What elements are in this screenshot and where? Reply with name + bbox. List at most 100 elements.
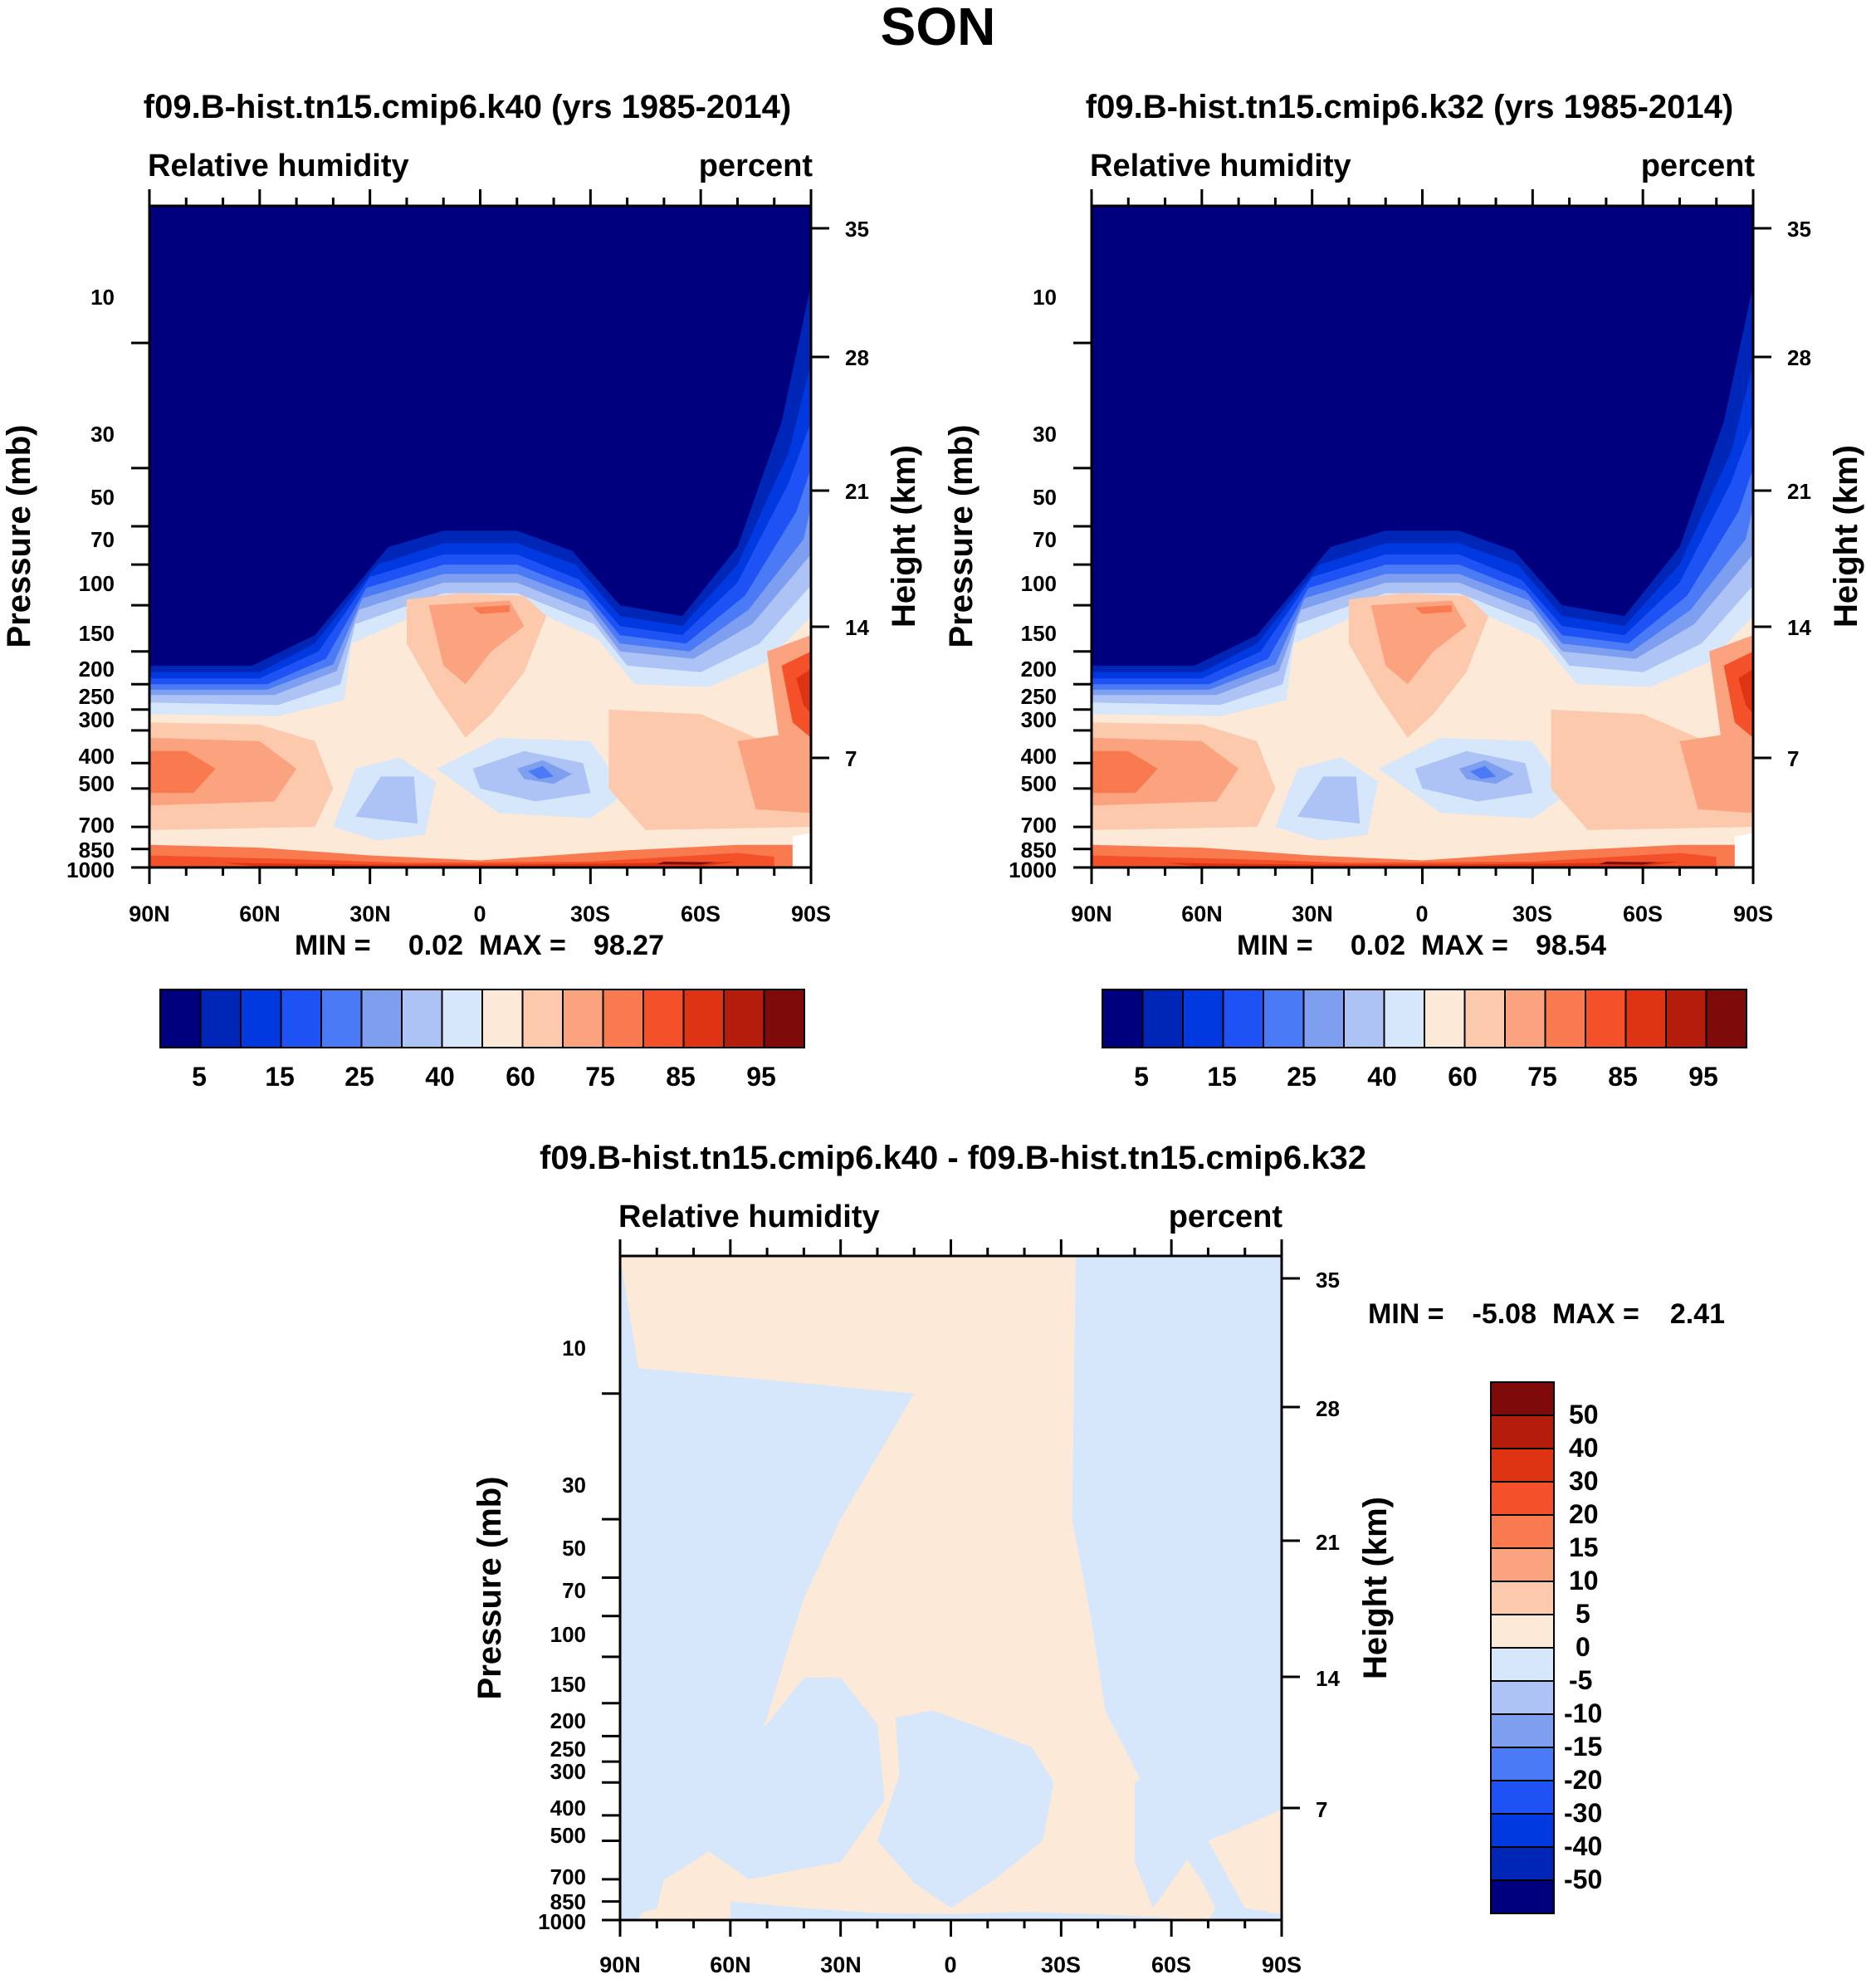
panel3-ylabel: Pressure (mb): [471, 1477, 508, 1700]
panel1-cbar-box: [602, 989, 644, 1048]
panel2-cbar-box: [1463, 989, 1506, 1048]
panel1-cbar-box: [280, 989, 322, 1048]
panel3-neg-surface: [730, 1901, 1172, 1920]
panel3-left-label: Relative humidity: [618, 1200, 880, 1234]
panel2-dry-left-core: [1297, 776, 1361, 824]
panel1-trop-upper-peak: [472, 605, 510, 614]
panel1-cbar-label-25: 25: [344, 1062, 374, 1092]
panel1-cbar-label-60: 60: [506, 1062, 535, 1092]
panel1-ytick-100: 100: [79, 571, 115, 596]
panel2-rtick-14: 14: [1787, 615, 1811, 640]
panel3-frame: [618, 1254, 1283, 1922]
panel1-bl-peak: [657, 862, 716, 865]
panel2-ytick-150: 150: [1021, 621, 1057, 646]
panel2-cbar-box: [1141, 989, 1184, 1048]
panel2-sh-upper3: [1738, 668, 1753, 715]
panel3-min-label: MIN =: [1368, 1298, 1444, 1330]
panel2-xtick-90s: 90S: [1733, 902, 1773, 926]
panel1-cbar-box: [521, 989, 564, 1048]
panel1-min-value: 0.02: [408, 930, 463, 961]
panel3-rtick-7: 7: [1316, 1797, 1327, 1822]
panel2-cbar-label-85: 85: [1608, 1062, 1638, 1092]
panel3-cbar-box: [1490, 1581, 1555, 1615]
panel2-sh-upper2: [1723, 651, 1753, 738]
panel2-min-label: MIN =: [1237, 930, 1313, 961]
panel3-ytick-10: 10: [562, 1336, 586, 1361]
panel1-xtick-90s: 90S: [791, 902, 831, 926]
panel1-ytick-700: 700: [79, 813, 115, 838]
panel2-nh-lower3: [1092, 750, 1158, 794]
panel3-ytick-50: 50: [562, 1536, 586, 1561]
panel3-colorbar: [1490, 1381, 1555, 1914]
panel1-xtick-90n: 90N: [129, 902, 170, 926]
panel2-ytick-70: 70: [1033, 527, 1057, 552]
panel1-colorbar: [159, 989, 805, 1048]
panel1-dry-right-core: [528, 765, 554, 779]
panel2-ytick-200: 200: [1021, 657, 1057, 682]
panel3-ytick-850: 850: [550, 1889, 586, 1914]
panel1-cbar-box: [763, 989, 805, 1048]
panel1-nh-lower3: [149, 750, 216, 794]
panel1-cbar-box: [199, 989, 242, 1048]
panel3-cbar-box: [1490, 1647, 1555, 1682]
panel3-neg-nh-pole: [620, 1815, 657, 1920]
panel1-xtick-30s: 30S: [570, 902, 610, 926]
panel1-max-value: 98.27: [594, 930, 664, 961]
panel3-cbar-box: [1490, 1481, 1555, 1516]
panel3-rtick-21: 21: [1316, 1530, 1340, 1555]
panel2-min-value: 0.02: [1351, 930, 1405, 961]
panel2-ytick-700: 700: [1021, 813, 1057, 838]
panel1-ytick-250: 250: [79, 684, 115, 709]
panel2-cbar-box: [1705, 989, 1747, 1048]
panel2-cbar-box: [1383, 989, 1425, 1048]
panel3-ytick-30: 30: [562, 1473, 586, 1498]
panel2-bl-3: [1165, 862, 1680, 867]
panel2-cbar-box: [1504, 989, 1546, 1048]
panel3-max-value: 2.41: [1670, 1298, 1725, 1330]
panel2-trop-upper-peak: [1414, 605, 1452, 614]
panel1-rtick-28: 28: [845, 345, 869, 370]
panel2-cbar-label-25: 25: [1287, 1062, 1317, 1092]
panel2-ytick-850: 850: [1021, 838, 1057, 862]
panel2-cbar-box: [1302, 989, 1345, 1048]
panel1-cbar-box: [481, 989, 524, 1048]
panel2-ytick-30: 30: [1033, 422, 1057, 447]
panel3-neg-center: [877, 1710, 1054, 1908]
panel3-cbar-box: [1490, 1614, 1555, 1649]
panel1-cbar-box: [159, 989, 202, 1048]
panel3-cbar-label-m15: -15: [1564, 1732, 1602, 1762]
panel3-neg-sh: [1134, 1762, 1194, 1908]
panel1-cbar-label-15: 15: [265, 1062, 295, 1092]
panel1-plot-area: [131, 189, 829, 884]
panel1-rtick-35: 35: [845, 217, 869, 242]
panel2-cbar-label-40: 40: [1367, 1062, 1397, 1092]
panel1-ytick-30: 30: [90, 422, 115, 447]
panel2-cbar-label-95: 95: [1688, 1062, 1718, 1092]
panel2-xtick-0: 0: [1415, 902, 1428, 926]
panel2-colorbar: [1102, 989, 1747, 1048]
panel3-cbar-label-5: 5: [1576, 1599, 1590, 1629]
panel1-xtick-0: 0: [473, 902, 486, 926]
panel1-trop-upper-core: [428, 600, 525, 685]
panel2-ytick-50: 50: [1033, 485, 1057, 510]
panel2-cbar-box: [1424, 989, 1466, 1048]
panel3-ylabel-right: Height (km): [1357, 1497, 1394, 1679]
panel3-max-label: MAX =: [1552, 1298, 1639, 1330]
panel3-neg-upper-left: [693, 1678, 885, 1879]
panel2-ytick-1000: 1000: [1009, 858, 1057, 882]
panel1-cbar-box: [240, 989, 282, 1048]
panel1-bl-3: [222, 862, 738, 867]
panel3-xtick-0: 0: [944, 1952, 956, 1977]
panel2-ytick-100: 100: [1021, 571, 1057, 596]
panel1-max-label: MAX =: [479, 930, 566, 961]
panel2-dry-right-core: [1470, 765, 1497, 779]
panel1-cbar-box: [723, 989, 765, 1048]
panel3-title: f09.B-hist.tn15.cmip6.k40 - f09.B-hist.t…: [540, 1140, 1366, 1176]
panel1-ytick-400: 400: [79, 744, 115, 769]
panel1-surface-mask: [792, 833, 811, 867]
panel2-bl-peak: [1599, 862, 1658, 865]
panel3-ytick-70: 70: [562, 1578, 586, 1603]
panel1-ytick-10: 10: [90, 285, 115, 310]
panel2-ytick-250: 250: [1021, 684, 1057, 709]
panel2-rtick-21: 21: [1787, 479, 1811, 504]
